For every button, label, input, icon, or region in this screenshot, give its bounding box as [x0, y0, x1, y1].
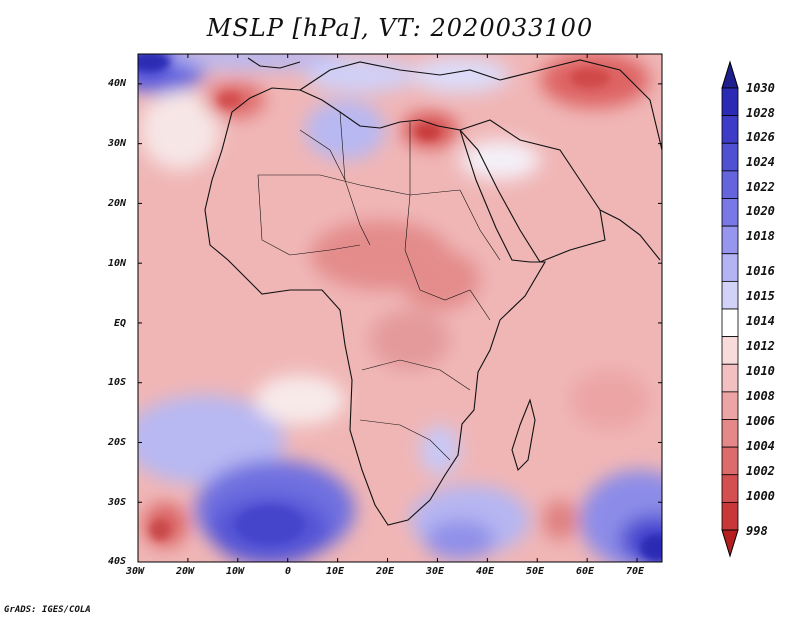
- lon-label: 10E: [326, 566, 345, 577]
- borders: [257, 111, 501, 461]
- colorbar-label: 1000: [746, 489, 775, 503]
- colorbar-label: 1026: [746, 130, 775, 144]
- colorbar-swatch: [721, 225, 739, 255]
- colorbar-label: 1008: [746, 389, 775, 403]
- lat-label: 40S: [108, 556, 127, 567]
- lat-label: 20S: [108, 437, 127, 448]
- colorbar-label: 1024: [746, 155, 775, 169]
- colorbar-swatch: [721, 474, 739, 503]
- colorbar-label: 1006: [746, 414, 775, 428]
- colorbar-swatch: [721, 280, 739, 310]
- colorbar-label: 1014: [746, 314, 775, 328]
- colorbar-swatch: [721, 253, 739, 282]
- lat-label: 20N: [108, 198, 127, 209]
- credit-text: GrADS: IGES/COLA: [4, 605, 91, 615]
- colorbar-swatch: [721, 501, 739, 531]
- colorbar-label: 1004: [746, 439, 775, 453]
- colorbar-label: 1010: [746, 364, 775, 378]
- colorbar-swatch: [721, 363, 739, 393]
- lat-label: EQ: [114, 318, 127, 329]
- lat-label: 10N: [108, 258, 127, 269]
- colorbar-label: 998: [746, 524, 768, 538]
- colorbar-label: 1028: [746, 106, 775, 120]
- lat-label: 30S: [108, 497, 127, 508]
- colorbar-swatch: [721, 87, 739, 117]
- colorbar: [721, 60, 739, 558]
- colorbar-swatch: [721, 198, 739, 227]
- map-title: MSLP [hPa], VT: 2020033100: [206, 14, 594, 42]
- colorbar-label: 1030: [746, 81, 775, 95]
- lon-label: 20E: [376, 566, 395, 577]
- colorbar-arrow-top: [721, 60, 739, 89]
- colorbar-swatch: [721, 308, 739, 338]
- lon-label: 60E: [576, 566, 595, 577]
- colorbar-swatch: [721, 419, 739, 448]
- axis-ticks: [137, 54, 662, 563]
- colorbar-swatch: [721, 115, 739, 144]
- lon-label: 10W: [226, 566, 245, 577]
- colorbar-label: 1018: [746, 229, 775, 243]
- coastlines: [204, 57, 662, 526]
- lat-label: 10S: [108, 377, 127, 388]
- colorbar-swatch: [721, 170, 739, 199]
- colorbar-arrow-bottom: [721, 529, 739, 558]
- colorbar-label: 1015: [746, 289, 775, 303]
- colorbar-swatch: [721, 446, 739, 476]
- colorbar-label: 1020: [746, 204, 775, 218]
- colorbar-label: 1022: [746, 180, 775, 194]
- colorbar-label: 1016: [746, 264, 775, 278]
- lat-label: 40N: [108, 78, 127, 89]
- colorbar-swatch: [721, 142, 739, 172]
- map-frame: [137, 53, 663, 563]
- lon-label: 40E: [476, 566, 495, 577]
- colorbar-label: 1012: [746, 339, 775, 353]
- colorbar-swatch: [721, 391, 739, 420]
- lon-label: 30E: [426, 566, 445, 577]
- lon-label: 30W: [126, 566, 145, 577]
- lon-label: 70E: [626, 566, 645, 577]
- lon-label: 20W: [176, 566, 195, 577]
- colorbar-label: 1002: [746, 464, 775, 478]
- lon-label: 0: [285, 566, 292, 577]
- colorbar-swatch: [721, 336, 739, 365]
- lon-label: 50E: [526, 566, 545, 577]
- lat-label: 30N: [108, 138, 127, 149]
